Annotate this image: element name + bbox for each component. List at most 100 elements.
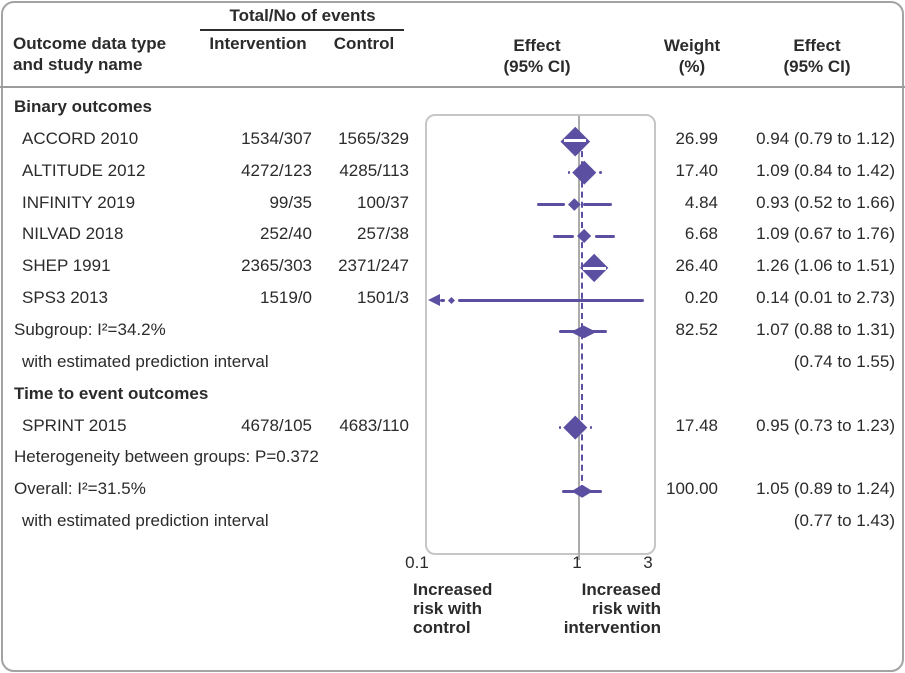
effect-ci-value: (0.77 to 1.43)	[793, 511, 895, 531]
effect-text-header-line2: (95% CI)	[783, 57, 851, 76]
effect-ci-value: 1.07 (0.88 to 1.31)	[756, 319, 895, 339]
outcome-column-header: Outcome data type and study name	[13, 33, 213, 75]
left-arrow-icon	[428, 294, 440, 307]
effect-ci-value: 1.09 (0.84 to 1.42)	[756, 160, 895, 180]
weight-value: 6.68	[684, 224, 718, 244]
study-point-diamond	[563, 415, 588, 440]
table-row: Binary outcomes	[0, 91, 905, 123]
direction-right-line2: risk with	[592, 599, 661, 618]
row-label: with estimated prediction interval	[22, 351, 269, 371]
overall-estimate-dashed-line	[581, 140, 584, 492]
effect-ci-value: 0.14 (0.01 to 2.73)	[756, 288, 895, 308]
effect-ci-value: 1.05 (0.89 to 1.24)	[756, 479, 895, 499]
ci-line	[567, 171, 570, 175]
weight-value: 4.84	[684, 192, 718, 212]
ci-line	[440, 298, 446, 302]
axis-tick-0.1: 0.1	[405, 553, 429, 572]
weight-value: 26.40	[675, 256, 718, 276]
table-row: SPRINT 2015 4678/105 4683/110 17.48 0.95 (0.…	[0, 410, 905, 442]
control-value: 4285/113	[339, 160, 409, 180]
effect-ci-value: (0.74 to 1.55)	[793, 351, 895, 371]
effect-ci-value: 1.09 (0.67 to 1.76)	[756, 224, 895, 244]
weight-value: 82.52	[675, 319, 718, 339]
direction-left-line1: Increased	[413, 580, 493, 599]
weight-header-line1: Weight	[663, 36, 721, 55]
ci-line	[590, 426, 593, 429]
direction-left-line2: risk with	[413, 599, 482, 618]
row-label: ALTITUDE 2012	[22, 160, 146, 180]
row-label: with estimated prediction interval	[22, 511, 269, 531]
weight-value: 17.40	[675, 160, 718, 180]
ci-line	[553, 234, 575, 238]
table-row: ALTITUDE 2012 4272/123 4285/113 17.40 1.09 (…	[0, 155, 905, 187]
direction-label-left: Increased risk with control	[413, 580, 528, 637]
axis-tick-mark	[577, 551, 580, 560]
effect-ci-value: 0.93 (0.52 to 1.66)	[756, 192, 895, 212]
control-value: 2371/247	[338, 256, 409, 276]
table-row: with estimated prediction interval (0.77 …	[0, 505, 905, 537]
effect-plot-header-line2: (95% CI)	[503, 57, 571, 76]
outcome-header-line2: and study name	[13, 55, 143, 74]
effect-text-column-header: Effect (95% CI)	[757, 35, 877, 77]
row-label: SPRINT 2015	[22, 415, 127, 435]
row-label: NILVAD 2018	[22, 224, 124, 244]
ci-line	[558, 426, 561, 429]
effect-text-header-line1: Effect	[793, 36, 841, 55]
row-label: Heterogeneity between groups: P=0.372	[14, 447, 319, 467]
control-value: 1501/3	[357, 288, 409, 308]
events-group-underline	[200, 29, 404, 31]
weight-value: 100.00	[666, 479, 718, 499]
intervention-value: 1534/307	[241, 128, 312, 148]
weight-value: 17.48	[675, 415, 718, 435]
direction-right-line3: intervention	[563, 618, 661, 637]
row-label: Overall: I²=31.5%	[14, 479, 146, 499]
table-row: Heterogeneity between groups: P=0.372	[0, 441, 905, 473]
effect-ci-value: 0.95 (0.73 to 1.23)	[756, 415, 895, 435]
row-label: INFINITY 2019	[22, 192, 136, 212]
direction-right-line1: Increased	[581, 580, 661, 599]
pooled-estimate-diamond	[571, 484, 593, 498]
table-row: SHEP 1991 2365/303 2371/247 26.40 1.26 (1.06…	[0, 250, 905, 282]
control-value: 100/37	[357, 192, 409, 212]
row-label: SHEP 1991	[22, 256, 111, 276]
ci-line	[458, 298, 644, 302]
intervention-value: 99/35	[269, 192, 312, 212]
control-value: 1565/329	[338, 128, 409, 148]
table-row: NILVAD 2018 252/40 257/38 6.68 1.09 (0.67 to…	[0, 218, 905, 250]
ci-line	[594, 234, 616, 238]
table-row: INFINITY 2019 99/35 100/37 4.84 0.93 (0.52 t…	[0, 187, 905, 219]
table-row: Subgroup: I²=34.2% 82.52 1.07 (0.88 to 1.3…	[0, 314, 905, 346]
table-row: Overall: I²=31.5% 100.00 1.05 (0.89 to 1.2…	[0, 473, 905, 505]
intervention-value: 1519/0	[260, 288, 312, 308]
weight-header-line2: (%)	[678, 57, 706, 76]
table-row: with estimated prediction interval (0.74 …	[0, 346, 905, 378]
forest-plot-panel	[425, 114, 656, 560]
effect-ci-value: 1.26 (1.06 to 1.51)	[756, 256, 895, 276]
direction-left-line3: control	[413, 618, 471, 637]
effect-plot-column-header: Effect (95% CI)	[477, 35, 597, 77]
control-column-header: Control	[333, 34, 395, 53]
weight-column-header: Weight (%)	[652, 35, 732, 77]
intervention-column-header: Intervention	[209, 34, 307, 53]
row-label: Time to event outcomes	[14, 383, 209, 403]
weight-value: 0.20	[684, 288, 718, 308]
events-group-header: Total/No of events	[229, 6, 376, 25]
effect-plot-header-line1: Effect	[513, 36, 561, 55]
table-row: Time to event outcomes	[0, 378, 905, 410]
table-row: ACCORD 2010 1534/307 1565/329 26.99 0.94 (0.…	[0, 123, 905, 155]
axis-tick-1: 1	[572, 553, 582, 572]
ci-line-inside-diamond	[582, 266, 606, 270]
intervention-value: 4272/123	[241, 160, 312, 180]
row-label: Binary outcomes	[14, 97, 152, 116]
row-label: ACCORD 2010	[22, 128, 139, 148]
ci-line	[599, 171, 602, 175]
outcome-header-line1: Outcome data type	[13, 34, 167, 53]
weight-value: 26.99	[675, 128, 718, 148]
intervention-value: 4678/105	[241, 415, 312, 435]
intervention-value: 2365/303	[241, 256, 312, 276]
ci-line	[583, 203, 612, 207]
row-label: Subgroup: I²=34.2%	[14, 319, 166, 339]
row-label: SPS3 2013	[22, 288, 109, 308]
control-value: 257/38	[357, 224, 409, 244]
